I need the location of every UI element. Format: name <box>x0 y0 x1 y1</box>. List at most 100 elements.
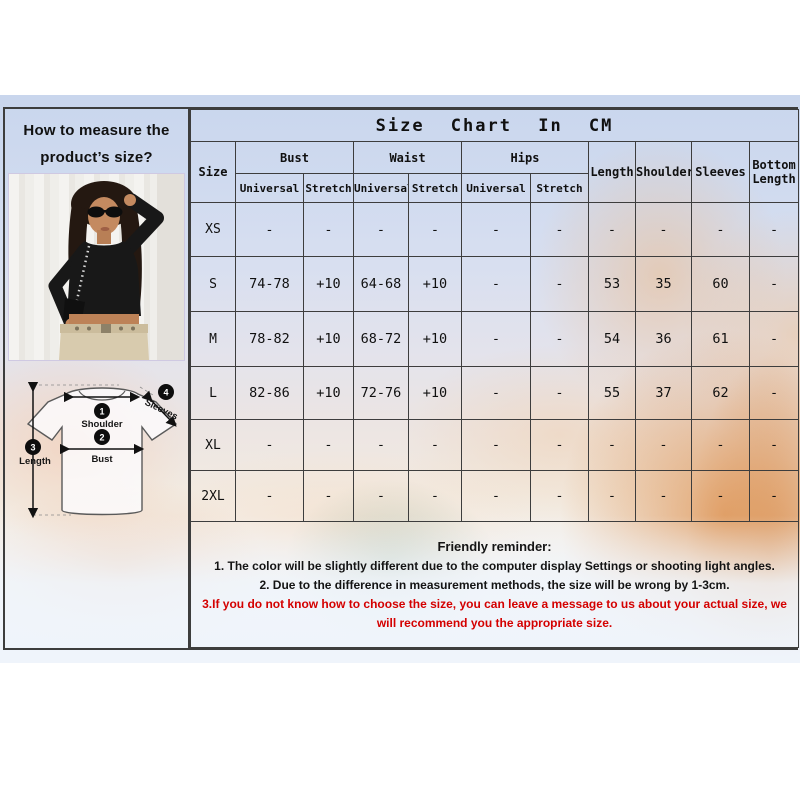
subheader-hips-stretch: Stretch <box>530 173 589 203</box>
subheader-waist-stretch: Stretch <box>408 173 462 203</box>
value-cell: - <box>691 470 750 522</box>
value-cell: 82-86 <box>235 366 304 420</box>
length-measure-marker: 3 Length <box>19 381 51 519</box>
value-cell: +10 <box>408 311 462 367</box>
value-cell: - <box>461 311 531 367</box>
svg-text:Shoulder: Shoulder <box>81 419 122 430</box>
value-cell: - <box>408 470 462 522</box>
header-hips: Hips <box>461 141 589 174</box>
value-cell: 60 <box>691 256 750 312</box>
value-cell: - <box>303 470 354 522</box>
size-chart-title: Size Chart In CM <box>189 109 800 142</box>
reminder-line-2: 2. Due to the difference in measurement … <box>259 577 730 592</box>
table-row-xs: XS - - - - - - - - - - <box>190 202 800 257</box>
reminder-line-3: 3.If you do not know how to choose the s… <box>202 596 787 630</box>
measure-panel: How to measure the product’s size? <box>5 109 190 648</box>
model-illustration <box>48 174 184 360</box>
belt-eyelet <box>87 326 91 331</box>
value-cell: 53 <box>588 256 636 312</box>
value-cell: - <box>748 470 800 522</box>
table-row-s: S 74-78 +10 64-68 +10 - - 53 35 60 - <box>190 256 800 312</box>
model-pants <box>59 327 149 360</box>
value-cell: - <box>235 202 304 257</box>
value-cell: - <box>461 202 531 257</box>
svg-text:Bust: Bust <box>91 454 113 465</box>
shoulder-measure-marker: 1 Shoulder <box>63 391 141 430</box>
value-cell: - <box>235 419 304 471</box>
value-cell: - <box>588 470 636 522</box>
table-row-xl: XL - - - - - - - - - - <box>190 419 800 471</box>
value-cell: - <box>588 419 636 471</box>
value-cell: - <box>461 419 531 471</box>
value-cell: - <box>635 419 692 471</box>
svg-text:Length: Length <box>19 456 51 467</box>
svg-text:1: 1 <box>99 407 104 417</box>
subheader-bust-universal: Universal <box>235 173 304 203</box>
model-lips <box>100 227 110 231</box>
size-row-label: S <box>190 256 236 312</box>
value-cell: - <box>588 202 636 257</box>
value-cell: - <box>748 419 800 471</box>
header-shoulder: Shoulder <box>635 141 692 203</box>
header-length: Length <box>588 141 636 203</box>
measure-title-line2: product’s size? <box>40 149 153 166</box>
value-cell: - <box>635 202 692 257</box>
value-cell: - <box>235 470 304 522</box>
value-cell: - <box>530 470 589 522</box>
value-cell: +10 <box>408 366 462 420</box>
value-cell: - <box>530 202 589 257</box>
reminder-line-1: 1. The color will be slightly different … <box>214 558 775 573</box>
value-cell: +10 <box>303 366 354 420</box>
size-row-label: 2XL <box>190 470 236 522</box>
subheader-hips-universal: Universal <box>461 173 531 203</box>
belt-eyelet <box>131 326 135 331</box>
value-cell: - <box>303 419 354 471</box>
size-row-label: L <box>190 366 236 420</box>
value-cell: - <box>353 419 409 471</box>
value-cell: - <box>748 202 800 257</box>
table-row-l: L 82-86 +10 72-76 +10 - - 55 37 62 - <box>190 366 800 420</box>
value-cell: - <box>530 311 589 367</box>
friendly-reminder: Friendly reminder: 1. The color will be … <box>189 521 800 648</box>
tshirt-diagram-svg: 1 Shoulder 2 Bust 3 Le <box>19 381 179 519</box>
size-row-label: XS <box>190 202 236 257</box>
belt-eyelet <box>119 326 123 331</box>
value-cell: - <box>353 202 409 257</box>
size-row-label: XL <box>190 419 236 471</box>
size-chart-table: Size Chart In CM Size Bust Waist Hips Le… <box>189 109 800 648</box>
subheader-bust-stretch: Stretch <box>303 173 354 203</box>
subheader-waist-universal: Universal <box>353 173 409 203</box>
belt-eyelet <box>75 326 79 331</box>
tshirt-measure-diagram: 1 Shoulder 2 Bust 3 Le <box>7 365 186 527</box>
value-cell: - <box>461 366 531 420</box>
value-cell: - <box>748 256 800 312</box>
value-cell: - <box>461 256 531 312</box>
value-cell: - <box>353 470 409 522</box>
svg-text:3: 3 <box>30 443 35 453</box>
measure-panel-title: How to measure the product’s size? <box>5 109 188 179</box>
value-cell: - <box>748 366 800 420</box>
table-row-2xl: 2XL - - - - - - - - - - <box>190 470 800 522</box>
value-cell: 36 <box>635 311 692 367</box>
value-cell: 37 <box>635 366 692 420</box>
curtain-edge <box>157 174 184 360</box>
value-cell: +10 <box>408 256 462 312</box>
value-cell: 54 <box>588 311 636 367</box>
measure-title-line1: How to measure the <box>23 122 170 139</box>
value-cell: - <box>530 256 589 312</box>
value-cell: - <box>303 202 354 257</box>
value-cell: - <box>635 470 692 522</box>
value-cell: 74-78 <box>235 256 304 312</box>
value-cell: +10 <box>303 256 354 312</box>
model-black-top <box>67 241 141 316</box>
value-cell: - <box>530 419 589 471</box>
content-frame: How to measure the product’s size? <box>3 107 800 650</box>
model-photo <box>8 173 185 361</box>
value-cell: - <box>691 419 750 471</box>
svg-text:2: 2 <box>99 433 104 443</box>
belt-buckle <box>101 324 111 333</box>
value-cell: - <box>530 366 589 420</box>
value-cell: 64-68 <box>353 256 409 312</box>
value-cell: - <box>408 419 462 471</box>
